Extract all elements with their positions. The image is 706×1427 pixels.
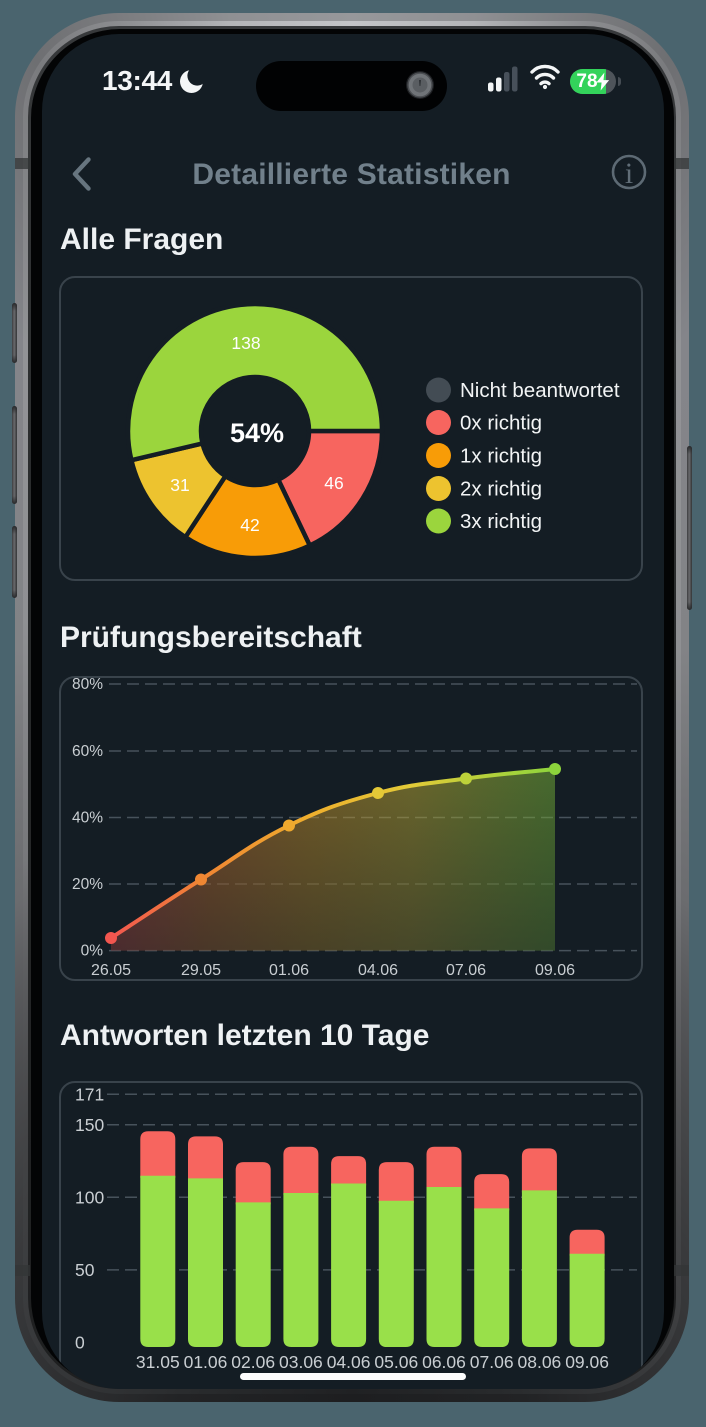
svg-text:0: 0 [75,1333,85,1353]
svg-text:05.06: 05.06 [374,1352,418,1372]
svg-text:31: 31 [170,475,189,495]
svg-text:i: i [625,157,633,190]
svg-text:54%: 54% [230,418,284,448]
svg-text:08.06: 08.06 [518,1352,562,1372]
svg-text:07.06: 07.06 [446,962,486,979]
svg-text:60%: 60% [72,743,103,760]
svg-text:04.06: 04.06 [327,1352,371,1372]
svg-text:150: 150 [75,1115,104,1135]
svg-text:2x richtig: 2x richtig [460,478,542,501]
svg-text:46: 46 [324,473,343,493]
svg-text:0%: 0% [81,943,104,960]
svg-text:Nicht beantwortet: Nicht beantwortet [460,379,620,402]
svg-text:31.05: 31.05 [136,1352,180,1372]
svg-text:50: 50 [75,1260,95,1280]
svg-text:04.06: 04.06 [358,962,398,979]
svg-text:07.06: 07.06 [470,1352,514,1372]
svg-text:1x richtig: 1x richtig [460,445,542,468]
svg-text:100: 100 [75,1188,104,1208]
svg-text:01.06: 01.06 [269,962,309,979]
svg-text:09.06: 09.06 [535,962,575,979]
svg-text:09.06: 09.06 [565,1352,609,1372]
svg-text:42: 42 [240,515,259,535]
svg-text:29.05: 29.05 [181,962,221,979]
svg-text:3x richtig: 3x richtig [460,510,542,533]
svg-text:26.05: 26.05 [91,962,131,979]
svg-text:03.06: 03.06 [279,1352,323,1372]
svg-text:20%: 20% [72,876,103,893]
svg-text:138: 138 [231,333,260,353]
svg-text:02.06: 02.06 [231,1352,275,1372]
svg-text:171: 171 [75,1084,104,1104]
svg-text:80%: 80% [72,676,103,693]
svg-text:01.06: 01.06 [184,1352,228,1372]
svg-text:06.06: 06.06 [422,1352,466,1372]
svg-text:40%: 40% [72,810,103,827]
svg-text:0x richtig: 0x richtig [460,412,542,435]
